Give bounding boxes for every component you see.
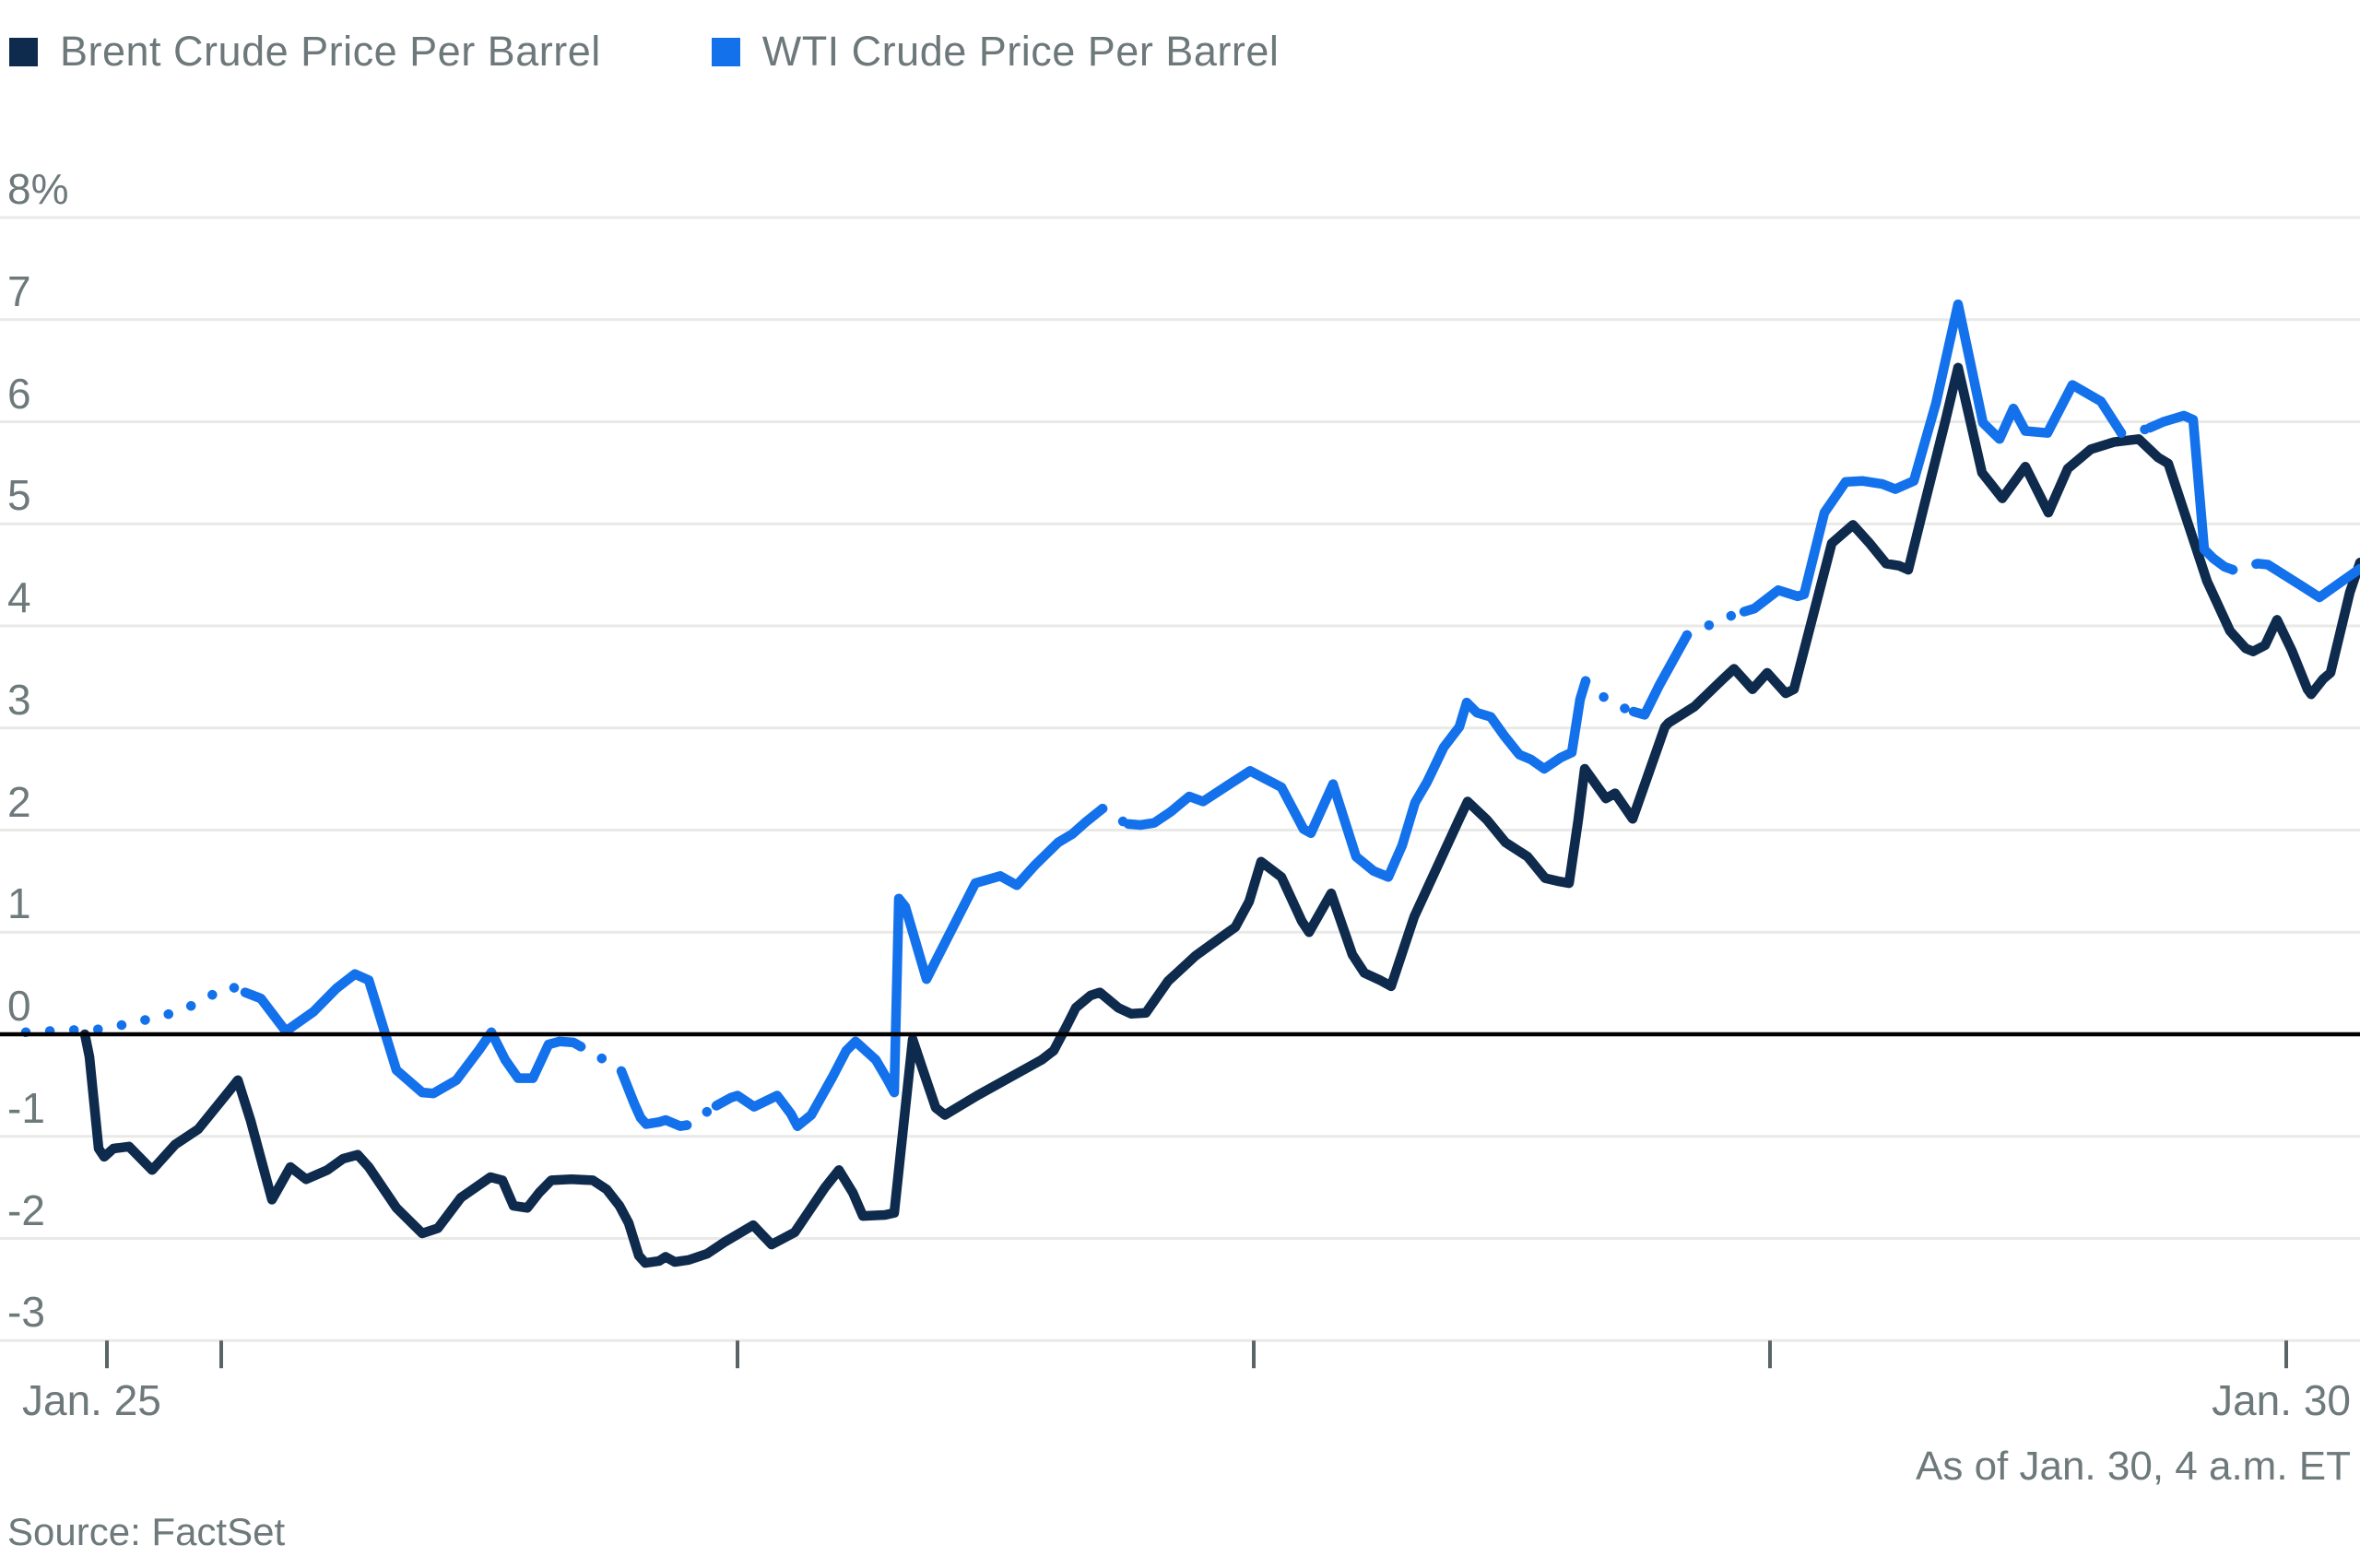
legend-item-brent: Brent Crude Price Per Barrel <box>9 28 601 76</box>
wti-line-segment-0 <box>20 981 251 1038</box>
wti-line-segment-10 <box>1682 607 1750 641</box>
wti-line-segment-9 <box>1628 630 1693 720</box>
brent-series-swatch-icon <box>9 37 38 66</box>
wti-line-segment-2 <box>575 1042 627 1077</box>
brent-line-segment-0 <box>79 362 2360 1268</box>
wti-line-segment-7 <box>1123 676 1591 882</box>
x-axis-label-start: Jan. 25 <box>22 1376 161 1424</box>
wti-line-segment-11 <box>1739 299 2127 617</box>
y-axis-label-7: 7 <box>7 266 31 315</box>
y-axis-label-1: 1 <box>7 879 31 928</box>
x-axis-label-end: Jan. 30 <box>2212 1376 2351 1424</box>
y-axis-label-0: 0 <box>7 982 31 1030</box>
source-credit: Source: FactSet <box>7 1510 286 1553</box>
legend-item-wti: WTI Crude Price Per Barrel <box>711 28 1280 76</box>
legend-label-brent: Brent Crude Price Per Barrel <box>60 28 601 75</box>
y-axis-label-6: 6 <box>7 369 31 418</box>
legend-label-wti: WTI Crude Price Per Barrel <box>761 28 1280 75</box>
as-of-timestamp: As of Jan. 30, 4 a.m. ET <box>1916 1444 2351 1489</box>
wti-line-segment-5 <box>711 803 1108 1131</box>
wti-line-segment-1 <box>240 969 586 1099</box>
wti-line-segment-4 <box>681 1101 722 1130</box>
y-axis-label--2: -2 <box>7 1185 45 1234</box>
wti-line-segment-15 <box>2252 559 2360 603</box>
y-axis-label-2: 2 <box>7 777 31 826</box>
wti-line-segment-13 <box>2144 410 2238 575</box>
wti-line-segment-8 <box>1580 676 1639 717</box>
legend: Brent Crude Price Per Barrel WTI Crude P… <box>9 28 1279 76</box>
wti-line-segment-3 <box>616 1066 692 1131</box>
y-axis-label-5: 5 <box>7 471 31 520</box>
wti-series-swatch-icon <box>711 37 740 66</box>
wti-line-segment-12 <box>2116 422 2155 438</box>
y-axis-label--1: -1 <box>7 1083 45 1132</box>
y-axis-label-4: 4 <box>7 573 31 621</box>
y-axis-label-8: 8% <box>7 165 69 213</box>
y-axis-label--3: -3 <box>7 1288 45 1337</box>
y-axis-label-3: 3 <box>7 675 31 724</box>
